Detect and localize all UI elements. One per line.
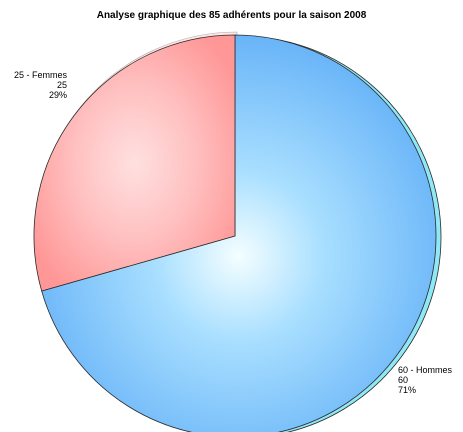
slice-label-hommes-percent: 71% [398,385,417,395]
slice-label-femmes-percent: 29% [48,90,67,100]
slice-label-hommes: 60 - Hommes 60 71% [398,365,452,395]
slice-label-hommes-line1: 60 - Hommes [398,365,453,375]
slice-label-femmes-line1: 25 - Femmes [13,70,67,80]
slice-label-femmes-value: 25 [56,80,67,90]
slice-label-femmes: 25 - Femmes 25 29% [14,70,67,100]
pie-slice-femmes [33,34,236,292]
pie-slice-hommes [41,34,437,432]
chart-title: Analyse graphique des 85 adhérents pour … [96,10,367,21]
slice-label-hommes-value: 60 [398,375,409,385]
